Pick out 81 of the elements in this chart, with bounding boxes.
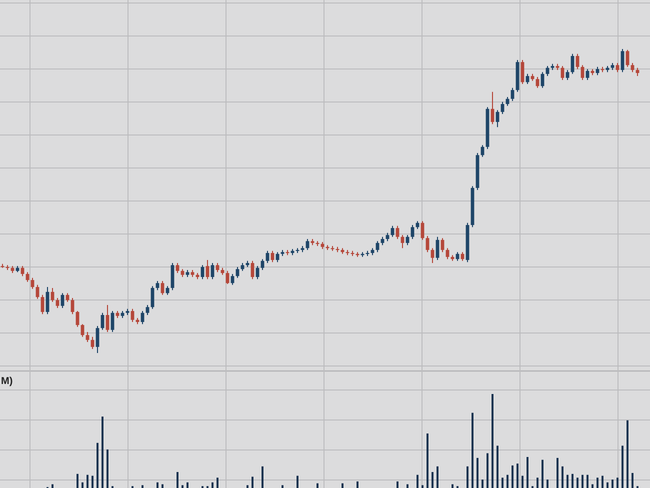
bar bbox=[182, 485, 184, 488]
bar bbox=[622, 446, 624, 488]
bar bbox=[426, 433, 428, 488]
bar bbox=[176, 472, 178, 488]
bar bbox=[522, 476, 524, 488]
bar bbox=[586, 474, 588, 488]
bar bbox=[432, 472, 434, 488]
bar bbox=[496, 446, 498, 488]
bar bbox=[576, 478, 578, 488]
bar bbox=[86, 474, 88, 488]
bar bbox=[482, 480, 484, 488]
bar bbox=[562, 466, 564, 488]
bar bbox=[96, 442, 98, 488]
bar bbox=[262, 466, 264, 488]
bar bbox=[466, 466, 468, 488]
bar bbox=[476, 458, 478, 488]
bar bbox=[572, 474, 574, 488]
candlestick bbox=[146, 304, 150, 316]
bar bbox=[632, 472, 634, 488]
bar bbox=[566, 474, 568, 488]
candlestick bbox=[630, 62, 634, 73]
candlestick bbox=[86, 332, 90, 343]
bar bbox=[416, 474, 418, 488]
bar bbox=[606, 482, 608, 488]
bar bbox=[212, 482, 214, 488]
candlestick bbox=[266, 250, 270, 264]
bar bbox=[556, 458, 558, 488]
bar bbox=[616, 478, 618, 488]
bar bbox=[546, 480, 548, 488]
candlestick bbox=[156, 280, 160, 291]
bar bbox=[452, 484, 454, 488]
bar bbox=[186, 482, 188, 488]
candlestick bbox=[130, 308, 134, 322]
bar bbox=[246, 485, 248, 488]
bar bbox=[526, 456, 528, 488]
bar bbox=[596, 478, 598, 488]
bar bbox=[162, 484, 164, 488]
bar bbox=[356, 481, 358, 488]
bar bbox=[216, 478, 218, 488]
bar bbox=[92, 476, 94, 488]
candlestick bbox=[396, 225, 400, 240]
candlestick bbox=[410, 224, 414, 240]
bar bbox=[492, 394, 494, 488]
bar bbox=[406, 484, 408, 488]
bar bbox=[506, 474, 508, 488]
bar bbox=[316, 483, 318, 488]
bar bbox=[106, 449, 108, 488]
bar bbox=[156, 482, 158, 488]
bar bbox=[512, 465, 514, 488]
bar bbox=[472, 412, 474, 488]
bar bbox=[296, 476, 298, 488]
bar bbox=[536, 478, 538, 488]
bar bbox=[422, 485, 424, 488]
bar bbox=[592, 484, 594, 488]
bar bbox=[516, 464, 518, 488]
candlestick bbox=[56, 297, 60, 309]
bar bbox=[626, 420, 628, 488]
bar bbox=[52, 484, 54, 488]
bar bbox=[542, 460, 544, 488]
bar bbox=[396, 481, 398, 488]
candlestick bbox=[216, 262, 220, 273]
candlestick bbox=[510, 87, 514, 102]
bar bbox=[82, 482, 84, 488]
bar bbox=[582, 474, 584, 488]
candlestick bbox=[500, 101, 504, 115]
bar bbox=[502, 478, 504, 488]
bar bbox=[612, 480, 614, 488]
bar bbox=[602, 476, 604, 488]
bar bbox=[342, 483, 344, 488]
candlestick bbox=[616, 62, 620, 73]
bar bbox=[102, 416, 104, 488]
bar bbox=[252, 476, 254, 488]
bar bbox=[282, 485, 284, 488]
bar bbox=[142, 485, 144, 488]
candlestick bbox=[176, 262, 180, 274]
chart-title: M) bbox=[1, 376, 13, 387]
candlestick bbox=[430, 248, 434, 264]
bar bbox=[486, 453, 488, 488]
bar bbox=[76, 474, 78, 488]
bar bbox=[436, 466, 438, 488]
candlestick bbox=[566, 69, 570, 81]
